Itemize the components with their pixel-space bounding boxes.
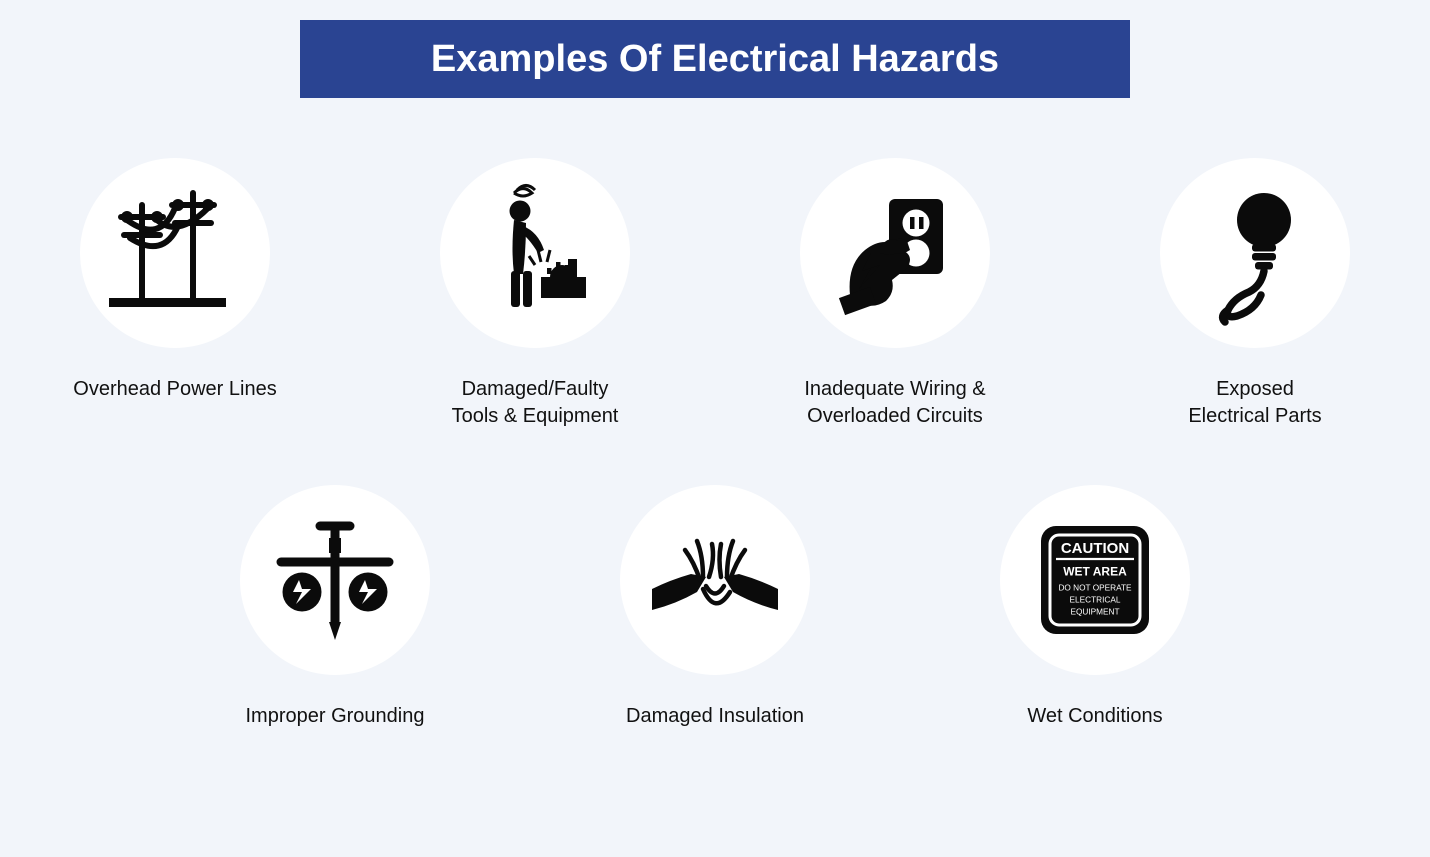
icon-circle bbox=[620, 485, 810, 675]
hazard-label: Inadequate Wiring & Overloaded Circuits bbox=[804, 376, 985, 430]
hazard-card-inadequate-wiring: Inadequate Wiring & Overloaded Circuits bbox=[780, 158, 1010, 430]
icon-circle: CAUTION WET AREA DO NOT OPERATE ELECTRIC… bbox=[1000, 485, 1190, 675]
hazard-card-wet-conditions: CAUTION WET AREA DO NOT OPERATE ELECTRIC… bbox=[980, 485, 1210, 730]
hazard-label: Damaged Insulation bbox=[626, 703, 804, 730]
caution-sign-icon: CAUTION WET AREA DO NOT OPERATE ELECTRIC… bbox=[1020, 505, 1170, 655]
faulty-tools-icon bbox=[460, 178, 610, 328]
icon-circle bbox=[1160, 158, 1350, 348]
caution-line2: WET AREA bbox=[1063, 565, 1127, 579]
power-lines-icon bbox=[100, 178, 250, 328]
icon-circle bbox=[80, 158, 270, 348]
hazard-label: Improper Grounding bbox=[246, 703, 425, 730]
icon-circle bbox=[240, 485, 430, 675]
title-text: Examples Of Electrical Hazards bbox=[431, 38, 999, 81]
exposed-bulb-icon bbox=[1180, 178, 1330, 328]
caution-line3: DO NOT OPERATE bbox=[1058, 584, 1132, 593]
hazard-card-improper-grounding: Improper Grounding bbox=[220, 485, 450, 730]
damaged-wire-icon bbox=[640, 505, 790, 655]
caution-line4: ELECTRICAL bbox=[1070, 596, 1121, 605]
caution-line1: CAUTION bbox=[1061, 540, 1129, 557]
infographic-page: Examples Of Electrical Hazards bbox=[0, 0, 1430, 857]
hazard-label: Damaged/Faulty Tools & Equipment bbox=[452, 376, 619, 430]
hazard-label: Overhead Power Lines bbox=[73, 376, 276, 403]
hazard-row-1: Overhead Power Lines bbox=[0, 158, 1430, 430]
hazard-card-damaged-tools: Damaged/Faulty Tools & Equipment bbox=[420, 158, 650, 430]
icon-circle bbox=[440, 158, 630, 348]
hazard-card-exposed-parts: Exposed Electrical Parts bbox=[1140, 158, 1370, 430]
title-banner: Examples Of Electrical Hazards bbox=[300, 20, 1130, 98]
overloaded-circuit-icon bbox=[820, 178, 970, 328]
icon-circle bbox=[800, 158, 990, 348]
hazard-label: Exposed Electrical Parts bbox=[1188, 376, 1321, 430]
grounding-icon bbox=[260, 505, 410, 655]
hazard-row-2: Improper Grounding bbox=[0, 485, 1430, 730]
hazard-card-damaged-insulation: Damaged Insulation bbox=[600, 485, 830, 730]
caution-line5: EQUIPMENT bbox=[1070, 608, 1119, 617]
hazard-label: Wet Conditions bbox=[1027, 703, 1162, 730]
hazard-card-overhead-power-lines: Overhead Power Lines bbox=[60, 158, 290, 430]
